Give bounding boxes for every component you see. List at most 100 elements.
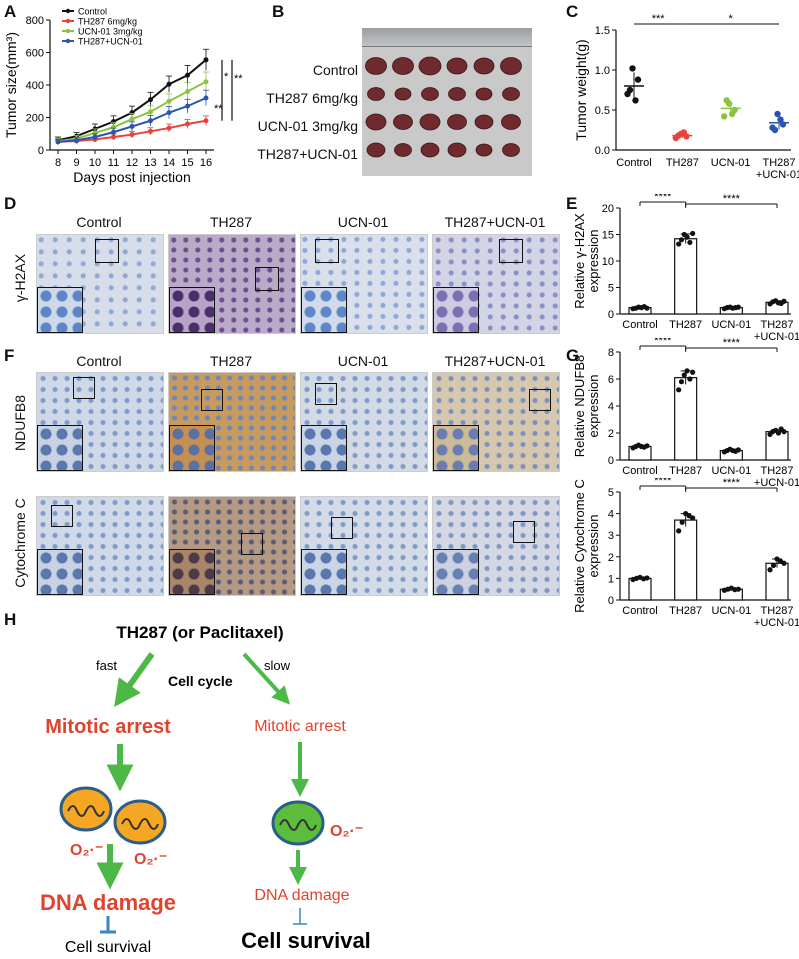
y-tick-label: 400 [26, 80, 44, 92]
zoom-inset [433, 549, 479, 595]
zoom-box [241, 533, 263, 555]
x-tick-label: TH287 [666, 157, 699, 169]
y-axis-title: Relative NDUFB8expression [572, 355, 601, 458]
tumor-specimen [474, 114, 494, 130]
x-tick-label: +UCN-01 [754, 477, 799, 489]
legend-label: TH287 6mg/kg [78, 17, 137, 27]
data-point [203, 95, 209, 101]
x-tick-label: +UCN-01 [754, 617, 799, 629]
x-tick-label: 14 [163, 157, 175, 169]
column-title: Control [76, 353, 122, 369]
data-point [678, 237, 685, 243]
x-tick-label: 16 [200, 157, 212, 169]
x-tick-label: TH287 [669, 605, 702, 617]
data-point [632, 97, 639, 104]
zoom-inset [37, 549, 83, 595]
y-tick-label: 600 [26, 48, 44, 60]
x-tick-label: TH287 [760, 465, 793, 477]
data-point [92, 130, 98, 136]
y-tick-label: 10 [602, 256, 614, 268]
micrograph-ndufb8-combo [432, 372, 560, 472]
y-tick-label: 3 [608, 530, 614, 542]
y-tick-label: 1.5 [595, 25, 610, 37]
data-point [675, 132, 682, 139]
tumor-specimen [420, 142, 440, 158]
zoom-box [529, 389, 551, 411]
superoxide-label: O₂·⁻ [134, 851, 167, 868]
tumor-specimen [419, 113, 441, 131]
y-tick-label: 0 [608, 595, 614, 607]
tumor-photo-panel: Control TH287 6mg/kg UCN-01 3mg/kg TH287… [250, 28, 545, 176]
tumor-row-label: Control [312, 62, 358, 78]
tumor-specimen [475, 143, 493, 157]
tumor-specimen [502, 143, 520, 157]
data-point [148, 97, 153, 103]
data-point [634, 76, 642, 83]
sig-label: ** [234, 73, 243, 85]
micrograph-ndufb8-th287 [168, 372, 296, 472]
tumor-specimen [447, 142, 467, 158]
panel-label-e: E [566, 194, 578, 213]
y-axis-title: Tumor weight(g) [573, 39, 589, 140]
x-tick-label: UCN-01 [711, 605, 751, 617]
data-point [690, 230, 696, 237]
zoom-inset [301, 425, 347, 471]
tumor-specimen [500, 57, 522, 75]
tumor-row-label: UCN-01 3mg/kg [257, 118, 358, 134]
data-point [129, 116, 135, 122]
data-point [148, 128, 153, 134]
x-tick-label: TH287 [760, 605, 793, 617]
zoom-box [73, 377, 95, 399]
data-point [629, 65, 636, 72]
tumor-specimen [448, 87, 466, 101]
zoom-inset [37, 425, 83, 471]
data-point [720, 113, 728, 120]
column-title: UCN-01 [337, 353, 389, 369]
mitochondrion-icon [113, 799, 167, 845]
y-tick-label: 2 [608, 552, 614, 564]
x-tick-label: 12 [126, 157, 138, 169]
x-tick-label: Control [622, 605, 657, 617]
tumor-specimen [392, 57, 414, 75]
superoxide-label: O₂·⁻ [70, 842, 103, 859]
bar [674, 238, 698, 315]
data-point [92, 134, 98, 140]
cell-cycle-label: Cell cycle [168, 673, 233, 689]
data-point [735, 447, 741, 453]
mitochondrion-icon [271, 800, 325, 846]
zoom-inset [301, 287, 347, 333]
panel-label-g: G [566, 346, 580, 365]
sig-label: * [224, 71, 229, 83]
fast-arrow [114, 652, 155, 707]
y-tick-label: 5 [608, 487, 614, 499]
data-point [687, 376, 693, 382]
tumor-row-label: TH287+UCN-01 [257, 146, 358, 162]
data-point [166, 110, 172, 116]
data-point [684, 234, 690, 240]
x-tick-label: 9 [73, 157, 79, 169]
data-point [203, 118, 209, 124]
y-tick-label: 1 [608, 573, 614, 585]
inhibition-symbol [293, 908, 307, 925]
x-axis-title: Days post injection [73, 169, 191, 185]
micrograph-ucn01 [300, 234, 428, 334]
data-point [767, 567, 773, 573]
panel-label-h: H [4, 610, 17, 629]
zoom-box [201, 389, 223, 411]
x-tick-label: +UCN-01 [756, 169, 799, 181]
zoom-inset [169, 425, 215, 471]
y-tick-label: 1.0 [595, 65, 610, 77]
right-mitotic-arrest: Mitotic arrest [254, 718, 346, 735]
y-tick-label: 8 [608, 347, 614, 359]
zoom-inset [433, 287, 479, 333]
data-point [771, 126, 779, 134]
fast-label: fast [96, 658, 117, 673]
data-point [74, 137, 79, 143]
legend-marker [65, 18, 71, 24]
ndufb8-bar-chart: 0 2 4 6 8 Relative NDUFB8expression Control TH2… [572, 338, 799, 489]
micrograph-ndufb8-ucn01 [300, 372, 428, 472]
column-title: UCN-01 [337, 214, 389, 230]
tumor-specimen [394, 87, 412, 101]
column-title: TH287+UCN-01 [444, 353, 546, 369]
